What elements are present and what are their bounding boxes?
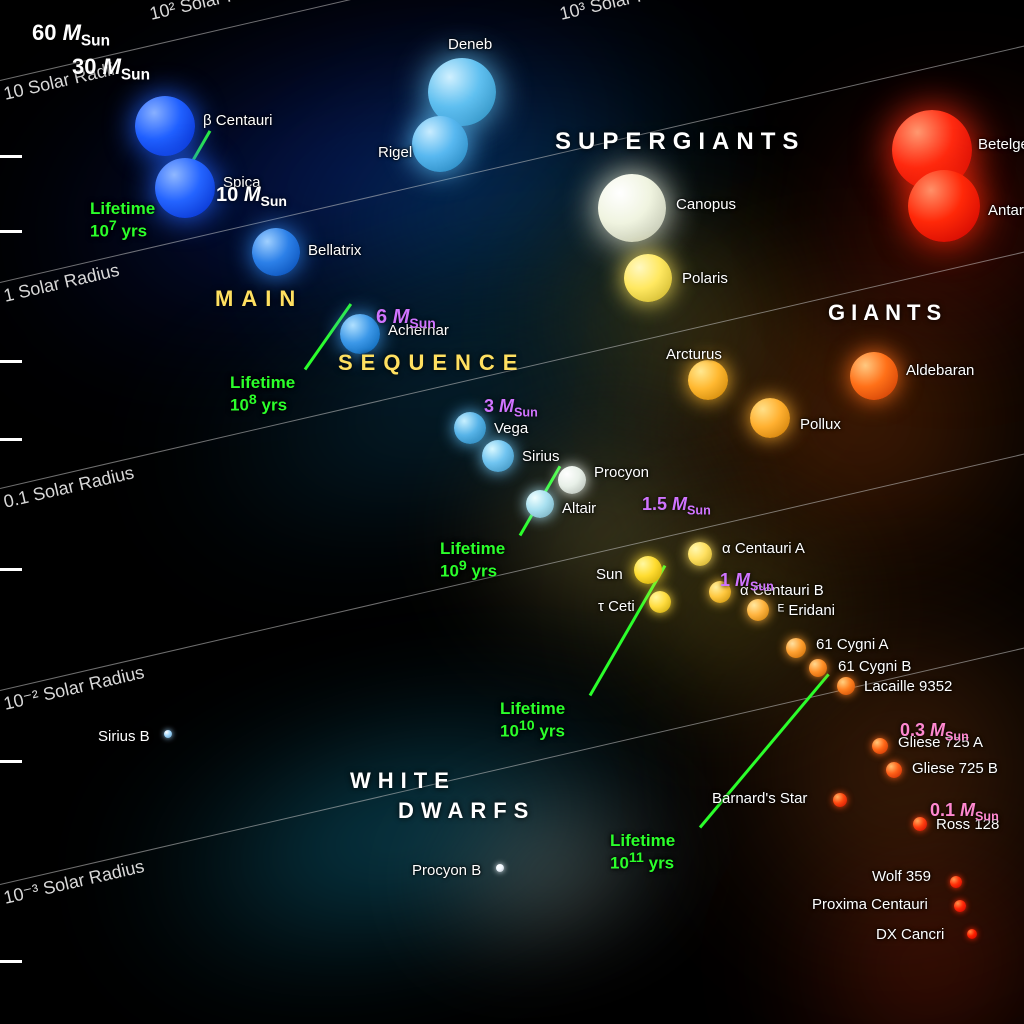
star-label-sirius-b: Sirius B [98,728,150,745]
lifetime-line [589,565,667,696]
star-label-61-cygni-b: 61 Cygni B [838,658,911,675]
star-label-vega: Vega [494,420,528,437]
lifetime-label: Lifetime1011 yrs [610,832,675,873]
star-label-canopus: Canopus [676,196,736,213]
star-arcturus [688,360,728,400]
lifetime-label: Lifetime108 yrs [230,374,295,415]
star-gliese-725-a [872,738,888,754]
star-label-gliese-725-b: Gliese 725 B [912,760,998,777]
star-pollux [750,398,790,438]
star-rigel [412,116,468,172]
star-polaris [624,254,672,302]
region-label-dwarfs: DWARFS [398,798,535,824]
star-canopus [598,174,666,242]
star-label-61-cygni-a: 61 Cygni A [816,636,889,653]
star-label-sirius: Sirius [522,448,560,465]
y-tick [0,155,22,158]
y-tick [0,360,22,363]
mass-label: 0.3 MSun [900,720,969,744]
mass-label: 0.1 MSun [930,800,999,824]
star-label-altair: Altair [562,500,596,517]
star-label-procyon-b: Procyon B [412,862,481,879]
glow-region [560,230,790,410]
mass-label: 60 MSun [32,20,110,50]
star-61-cygni-b [809,659,827,677]
star-label-lacaille-9352: Lacaille 9352 [864,678,952,695]
star-aldebaran [850,352,898,400]
star-label-aldebaran: Aldebaran [906,362,974,379]
radius-label: 10⁻² Solar Radius [2,662,147,715]
star-label-wolf-359: Wolf 359 [872,868,931,885]
star-centauri [135,96,195,156]
star-label-betelgeuse: Betelgeuse [978,136,1024,153]
mass-label: 1 MSun [720,570,774,594]
region-label-white: WHITE [350,768,456,794]
star-label-centauri: β Centauri [203,112,273,129]
star-eridani [747,599,769,621]
hr-diagram: 10 Solar Radii1 Solar Radius0.1 Solar Ra… [0,0,1024,1024]
star-label-pollux: Pollux [800,416,841,433]
lifetime-label: Lifetime107 yrs [90,200,155,241]
star-proxima-centauri [954,900,966,912]
star-sirius-b [164,730,172,738]
star-label-deneb: Deneb [448,36,492,53]
mass-label: 10 MSun [216,184,287,209]
star-label-eridani: ᴱ Eridani [778,602,835,619]
y-tick [0,230,22,233]
radius-label: 10⁻³ Solar Radius [2,856,147,909]
star-procyon-b [496,864,504,872]
star-antares [908,170,980,242]
radius-label-top: 10³ Solar Radii [558,0,679,25]
star-label-proxima-centauri: Proxima Centauri [812,896,928,913]
star-label-centauri-a: α Centauri A [722,540,805,557]
star-spica [155,158,215,218]
star-procyon [558,466,586,494]
star-sirius [482,440,514,472]
star-label-antares: Antares [988,202,1024,219]
star-centauri-a [688,542,712,566]
star-label-barnard-s-star: Barnard's Star [712,790,807,807]
star-altair [526,490,554,518]
star-label-dx-cancri: DX Cancri [876,926,944,943]
star-label-procyon: Procyon [594,464,649,481]
mass-label: 30 MSun [72,54,150,84]
mass-label: 3 MSun [484,396,538,420]
star-wolf-359 [950,876,962,888]
region-label-sequence: SEQUENCE [338,350,525,376]
star-label-bellatrix: Bellatrix [308,242,361,259]
star-dx-cancri [967,929,977,939]
star-lacaille-9352 [837,677,855,695]
glow-region [680,290,1024,550]
star-achernar [340,314,380,354]
region-label-supergiants: SUPERGIANTS [555,128,805,156]
star-61-cygni-a [786,638,806,658]
star-label-sun: Sun [596,566,623,583]
star-label-rigel: Rigel [378,144,412,161]
y-tick [0,760,22,763]
star-ross-128 [913,817,927,831]
star-gliese-725-b [886,762,902,778]
y-tick [0,960,22,963]
y-tick [0,568,22,571]
star-vega [454,412,486,444]
star-sun [634,556,662,584]
star-bellatrix [252,228,300,276]
star-label-polaris: Polaris [682,270,728,287]
mass-label: 1.5 MSun [642,494,711,518]
lifetime-label: Lifetime1010 yrs [500,700,565,741]
glow-region [105,675,694,995]
region-label-giants: GIANTS [828,300,947,326]
lifetime-label: Lifetime109 yrs [440,540,505,581]
glow-region [134,212,766,588]
star-label-ceti: τ Ceti [598,598,635,615]
radius-label: 0.1 Solar Radius [2,462,136,512]
region-label-main: MAIN [215,286,303,312]
mass-label: 6 MSun [376,306,436,331]
star-barnard-s-star [833,793,847,807]
star-label-arcturus: Arcturus [666,346,722,363]
y-tick [0,438,22,441]
star-ceti [649,591,671,613]
